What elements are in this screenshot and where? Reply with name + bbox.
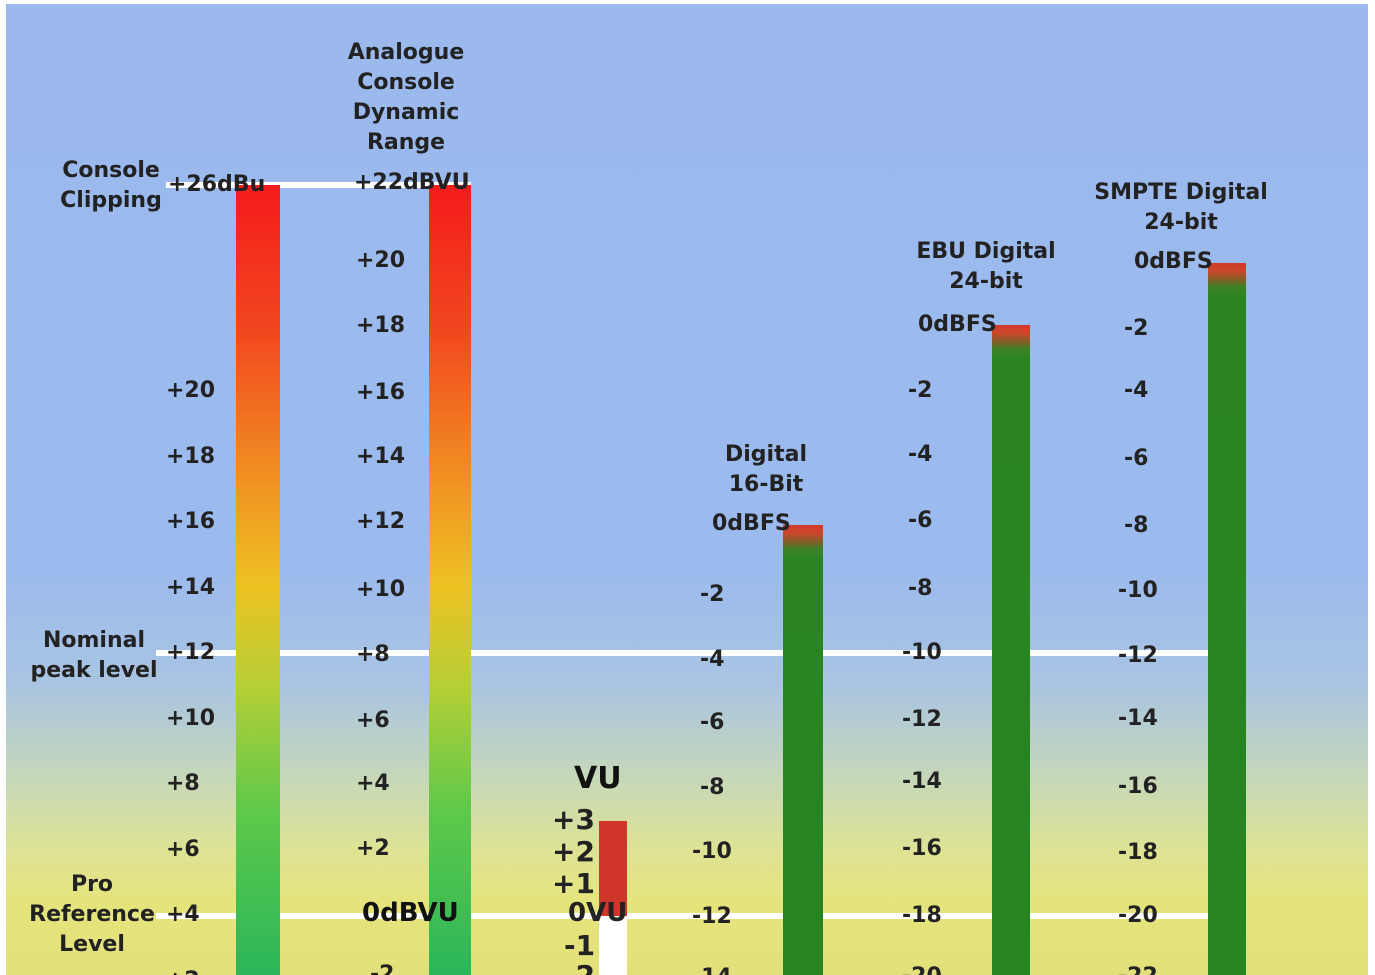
vu-bar	[599, 821, 627, 916]
tick-label: -12	[1118, 643, 1158, 668]
tick-label: +20	[356, 248, 406, 273]
analogue-console-title: Analogue Console Dynamic Range	[326, 38, 486, 158]
tick-label: -4	[700, 647, 725, 672]
tick-label: -4	[908, 442, 933, 467]
analogue-title-line-1: Analogue	[347, 40, 465, 65]
nominal-peak-label: Nominal peak level	[28, 626, 160, 686]
pro-reference-label: Pro Reference Level	[26, 870, 158, 960]
pro-reference-line	[156, 913, 1208, 919]
tick-label: +18	[166, 443, 216, 469]
tick-label: -8	[700, 775, 725, 800]
tick-label: +18	[356, 313, 406, 338]
tick-label: +2	[166, 969, 200, 975]
tick-label: -22	[1118, 966, 1158, 975]
tick-label: +6	[166, 836, 200, 862]
tick-label: +10	[356, 577, 406, 602]
smpte-title-line-1: SMPTE Digital	[1094, 180, 1268, 205]
tick-label: -18	[902, 903, 942, 928]
console-clipping-line	[166, 182, 471, 188]
tick-label: +14	[166, 574, 216, 600]
tick-label: -1	[564, 929, 596, 962]
analogue-console-bar	[429, 185, 471, 975]
tick-label: -2	[370, 962, 395, 975]
digital-16-title-line-1: Digital	[725, 442, 807, 467]
ebu-title-line-1: EBU Digital	[916, 239, 1056, 264]
tick-label: -6	[700, 710, 725, 735]
tick-label: -10	[1118, 578, 1158, 603]
tick-label: +2	[552, 835, 595, 868]
tick-label: -12	[902, 707, 942, 732]
smpte-24-bar	[1208, 263, 1246, 975]
tick-label: -4	[1124, 378, 1149, 403]
pro-reference-line-2: Reference	[29, 902, 155, 927]
console-clipping-label: Console Clipping	[46, 156, 176, 216]
analogue-title-line-4: Range	[366, 130, 446, 155]
tick-label: -10	[902, 640, 942, 665]
smpte-title-line-2: 24-bit	[1144, 210, 1218, 235]
ebu-title-line-2: 24-bit	[949, 269, 1023, 294]
tick-label: +16	[356, 380, 406, 405]
tick-label: +2	[356, 836, 390, 861]
level-comparison-diagram: Console Clipping Nominal peak level Pro …	[6, 4, 1368, 975]
tick-label: +14	[356, 444, 406, 469]
pro-reference-line-1: Pro	[70, 872, 114, 897]
tick-label: -18	[1118, 840, 1158, 865]
tick-label: -2	[700, 582, 725, 607]
analogue-top-label: +22dBVU	[354, 170, 470, 195]
analogue-title-line-3: Dynamic	[352, 100, 460, 125]
tick-label: +8	[166, 771, 200, 796]
tick-label: +4	[166, 902, 200, 927]
tick-label: +8	[356, 642, 390, 667]
tick-label: 0dBVU	[362, 898, 459, 928]
tick-label: +3	[552, 803, 595, 836]
tick-label: +10	[166, 705, 216, 731]
tick-label: -14	[692, 967, 732, 975]
tick-label: +20	[166, 378, 216, 403]
tick-label: +1	[552, 867, 595, 900]
tick-label: -16	[1118, 774, 1158, 799]
digital-16-top-label: 0dBFS	[712, 511, 791, 536]
tick-label: -10	[692, 839, 732, 864]
tick-label: -8	[908, 576, 933, 601]
vu-bar-lower	[599, 916, 627, 975]
tick-label: -14	[902, 769, 942, 794]
console-dbu-bar	[236, 185, 280, 975]
tick-label: +12	[166, 640, 216, 665]
console-top-label: +26dBu	[168, 172, 266, 197]
pro-reference-line-3: Level	[59, 932, 125, 957]
smpte-top-label: 0dBFS	[1134, 249, 1213, 274]
tick-label: +16	[166, 509, 216, 534]
ebu-24-title: EBU Digital 24-bit	[901, 237, 1071, 297]
tick-label: -6	[908, 508, 933, 533]
tick-label: 0VU	[568, 898, 628, 928]
tick-label: -8	[1124, 513, 1149, 538]
nominal-peak-line-1: Nominal	[42, 628, 146, 653]
tick-label: -12	[692, 904, 732, 929]
digital-16-title: Digital 16-Bit	[696, 440, 836, 500]
tick-label: -6	[1124, 446, 1149, 471]
digital-16-title-line-2: 16-Bit	[728, 472, 804, 497]
console-clipping-line-1: Console	[62, 158, 160, 183]
tick-label: -2	[1124, 316, 1149, 341]
nominal-peak-line	[156, 650, 1208, 656]
tick-label: +6	[356, 708, 390, 733]
tick-label: -2	[908, 378, 933, 403]
smpte-24-title: SMPTE Digital 24-bit	[1081, 178, 1281, 238]
tick-label: -20	[902, 966, 942, 975]
ebu-top-label: 0dBFS	[918, 312, 997, 337]
tick-label: -16	[902, 836, 942, 861]
console-clipping-line-2: Clipping	[60, 188, 162, 213]
tick-label: +4	[356, 771, 390, 796]
tick-label: +12	[356, 509, 406, 534]
vu-title: VU	[574, 761, 622, 796]
tick-label: -20	[1118, 903, 1158, 928]
nominal-peak-line-2: peak level	[30, 658, 158, 683]
tick-label: -14	[1118, 706, 1158, 731]
analogue-title-line-2: Console	[357, 70, 455, 95]
ebu-24-bar	[992, 325, 1030, 975]
tick-label: -2	[564, 962, 595, 975]
digital-16-bar	[783, 525, 823, 975]
